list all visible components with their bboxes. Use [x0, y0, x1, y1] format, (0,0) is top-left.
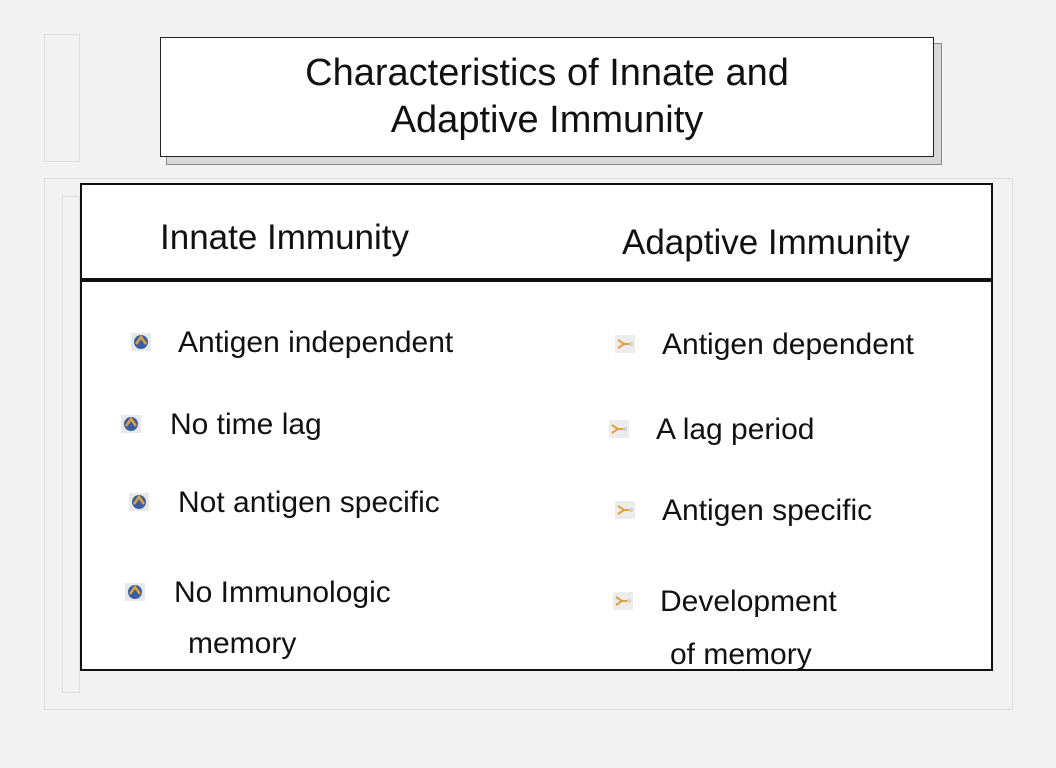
arrow-bullet-icon [615, 501, 635, 519]
adaptive-heading: Adaptive Immunity [622, 223, 910, 262]
frame-decoration [44, 178, 1013, 710]
comparison-panel: Innate Immunity Adaptive Immunity Antige… [80, 183, 993, 671]
adaptive-item-text: Antigen dependent [662, 328, 914, 361]
slide-title: Characteristics of Innate and Adaptive I… [305, 52, 789, 141]
arrow-bullet-icon [609, 420, 629, 438]
title-box: Characteristics of Innate and Adaptive I… [160, 37, 934, 157]
adaptive-item-text: A lag period [656, 413, 815, 446]
adaptive-item-text: Antigen specific [662, 494, 873, 527]
innate-item: No Immunologic [124, 565, 391, 620]
adaptive-item-text: Development [660, 585, 837, 618]
adaptive-item: Development [612, 574, 837, 629]
adaptive-item: A lag period [608, 402, 814, 457]
arrow-bullet-icon [613, 592, 633, 610]
round-bullet-icon [121, 415, 141, 433]
adaptive-item: Antigen dependent [614, 317, 914, 372]
round-bullet-icon [129, 493, 149, 511]
innate-item: Antigen independent [130, 315, 453, 370]
round-bullet-icon [131, 333, 151, 351]
innate-item-text: Antigen independent [178, 326, 454, 359]
heading-divider [82, 278, 991, 282]
frame-decoration [44, 34, 80, 162]
adaptive-item-text-continued: of memory [670, 638, 812, 671]
innate-item-text: Not antigen specific [178, 486, 440, 519]
innate-item-text: No time lag [170, 408, 322, 441]
innate-item: No time lag [120, 397, 322, 452]
frame-decoration [62, 196, 80, 693]
innate-heading: Innate Immunity [160, 218, 409, 257]
round-bullet-icon [125, 583, 145, 601]
arrow-bullet-icon [615, 335, 635, 353]
innate-item-text-continued: memory [188, 627, 297, 660]
adaptive-item: Antigen specific [614, 483, 872, 538]
innate-item-text: No Immunologic [174, 576, 391, 609]
innate-item: Not antigen specific [128, 475, 440, 530]
